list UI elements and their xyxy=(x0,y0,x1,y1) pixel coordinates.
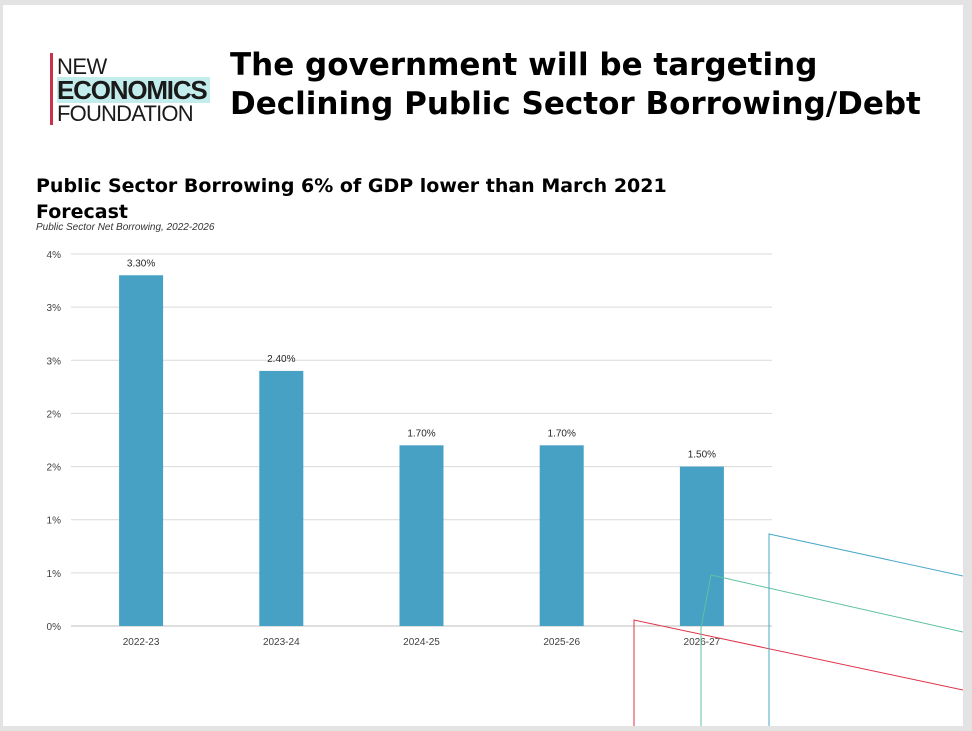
y-tick-label: 2% xyxy=(47,409,62,420)
logo-line-foundation: FOUNDATION xyxy=(57,101,194,126)
logo-accent-bar xyxy=(50,53,53,125)
y-tick-label: 1% xyxy=(47,569,62,580)
chart-title: Public Sector Borrowing 6% of GDP lower … xyxy=(36,175,667,223)
data-label: 2.40% xyxy=(267,354,295,365)
y-tick-label: 1% xyxy=(47,516,62,527)
bars xyxy=(119,275,724,626)
page-title-line-1: The government will be targeting xyxy=(230,47,818,83)
nef-logo: NEW ECONOMICS FOUNDATION xyxy=(50,53,218,125)
data-label: 1.70% xyxy=(548,428,576,439)
x-tick-label: 2024-25 xyxy=(403,637,440,648)
x-tick-label: 2025-26 xyxy=(543,637,580,648)
y-tick-label: 4% xyxy=(47,250,62,261)
chart-canvas: 0% 1% 1% 2% 2% 3% 3% 4% 3.30% 2.40% 1.70% 1.70% 1.5… xyxy=(47,250,963,726)
y-axis-ticks: 0% 1% 1% 2% 2% 3% 3% 4% xyxy=(47,250,62,633)
decorative-line-red xyxy=(633,619,963,726)
decorative-line-green xyxy=(700,574,963,726)
data-label: 3.30% xyxy=(127,258,155,269)
bar xyxy=(399,445,444,626)
bar xyxy=(539,445,584,626)
page-title-line-2: Declining Public Sector Borrowing/Debt xyxy=(230,86,921,122)
bar xyxy=(119,275,164,626)
x-tick-label: 2022-23 xyxy=(123,637,160,648)
page-title: The government will be targeting Declini… xyxy=(230,46,930,124)
y-tick-label: 3% xyxy=(47,356,62,367)
x-axis-ticks: 2022-23 2023-24 2024-25 2025-26 2026-27 xyxy=(123,637,721,648)
logo-line-new: NEW xyxy=(57,54,107,79)
y-tick-label: 2% xyxy=(47,463,62,474)
x-tick-label: 2026-27 xyxy=(684,637,721,648)
slide: NEW ECONOMICS FOUNDATION The government … xyxy=(3,5,963,726)
bar xyxy=(259,370,304,626)
data-label: 1.50% xyxy=(688,450,716,461)
data-labels: 3.30% 2.40% 1.70% 1.70% 1.50% xyxy=(127,258,716,460)
x-tick-label: 2023-24 xyxy=(263,637,300,648)
bar xyxy=(679,466,724,626)
y-tick-label: 0% xyxy=(47,622,62,633)
y-tick-label: 3% xyxy=(47,303,62,314)
logo-line-economics: ECONOMICS xyxy=(57,77,210,103)
data-label: 1.70% xyxy=(407,428,435,439)
decorative-line-blue xyxy=(768,533,963,726)
chart-subtitle: Public Sector Net Borrowing, 2022-2026 xyxy=(36,222,215,233)
decorative-lines xyxy=(633,533,963,726)
